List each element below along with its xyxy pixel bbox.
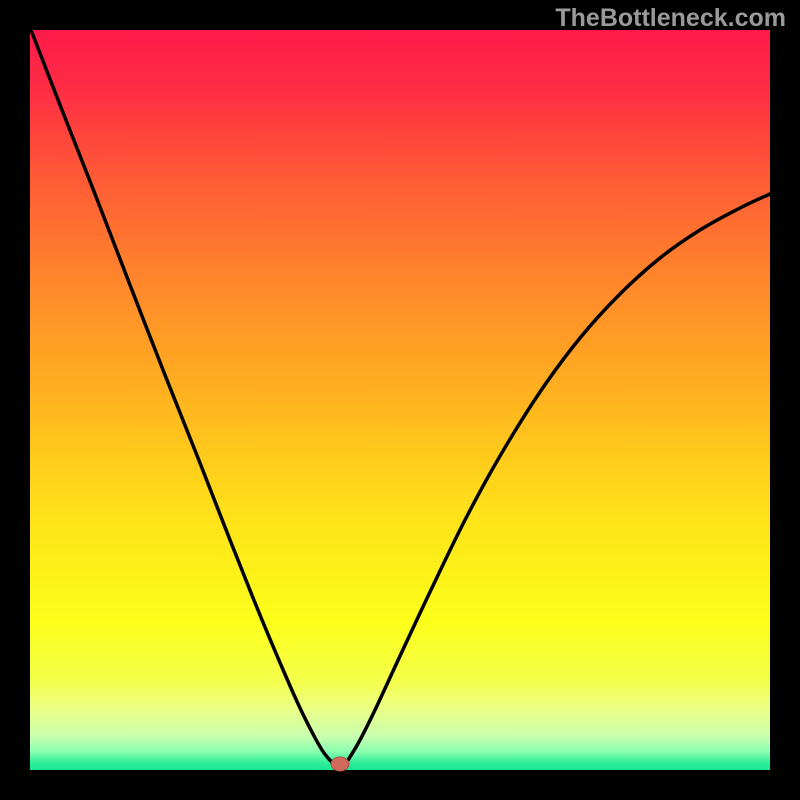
watermark-text: TheBottleneck.com: [555, 4, 786, 33]
chart-container: TheBottleneck.com: [0, 0, 800, 800]
plot-svg: [0, 0, 800, 800]
optimum-marker: [331, 757, 349, 771]
